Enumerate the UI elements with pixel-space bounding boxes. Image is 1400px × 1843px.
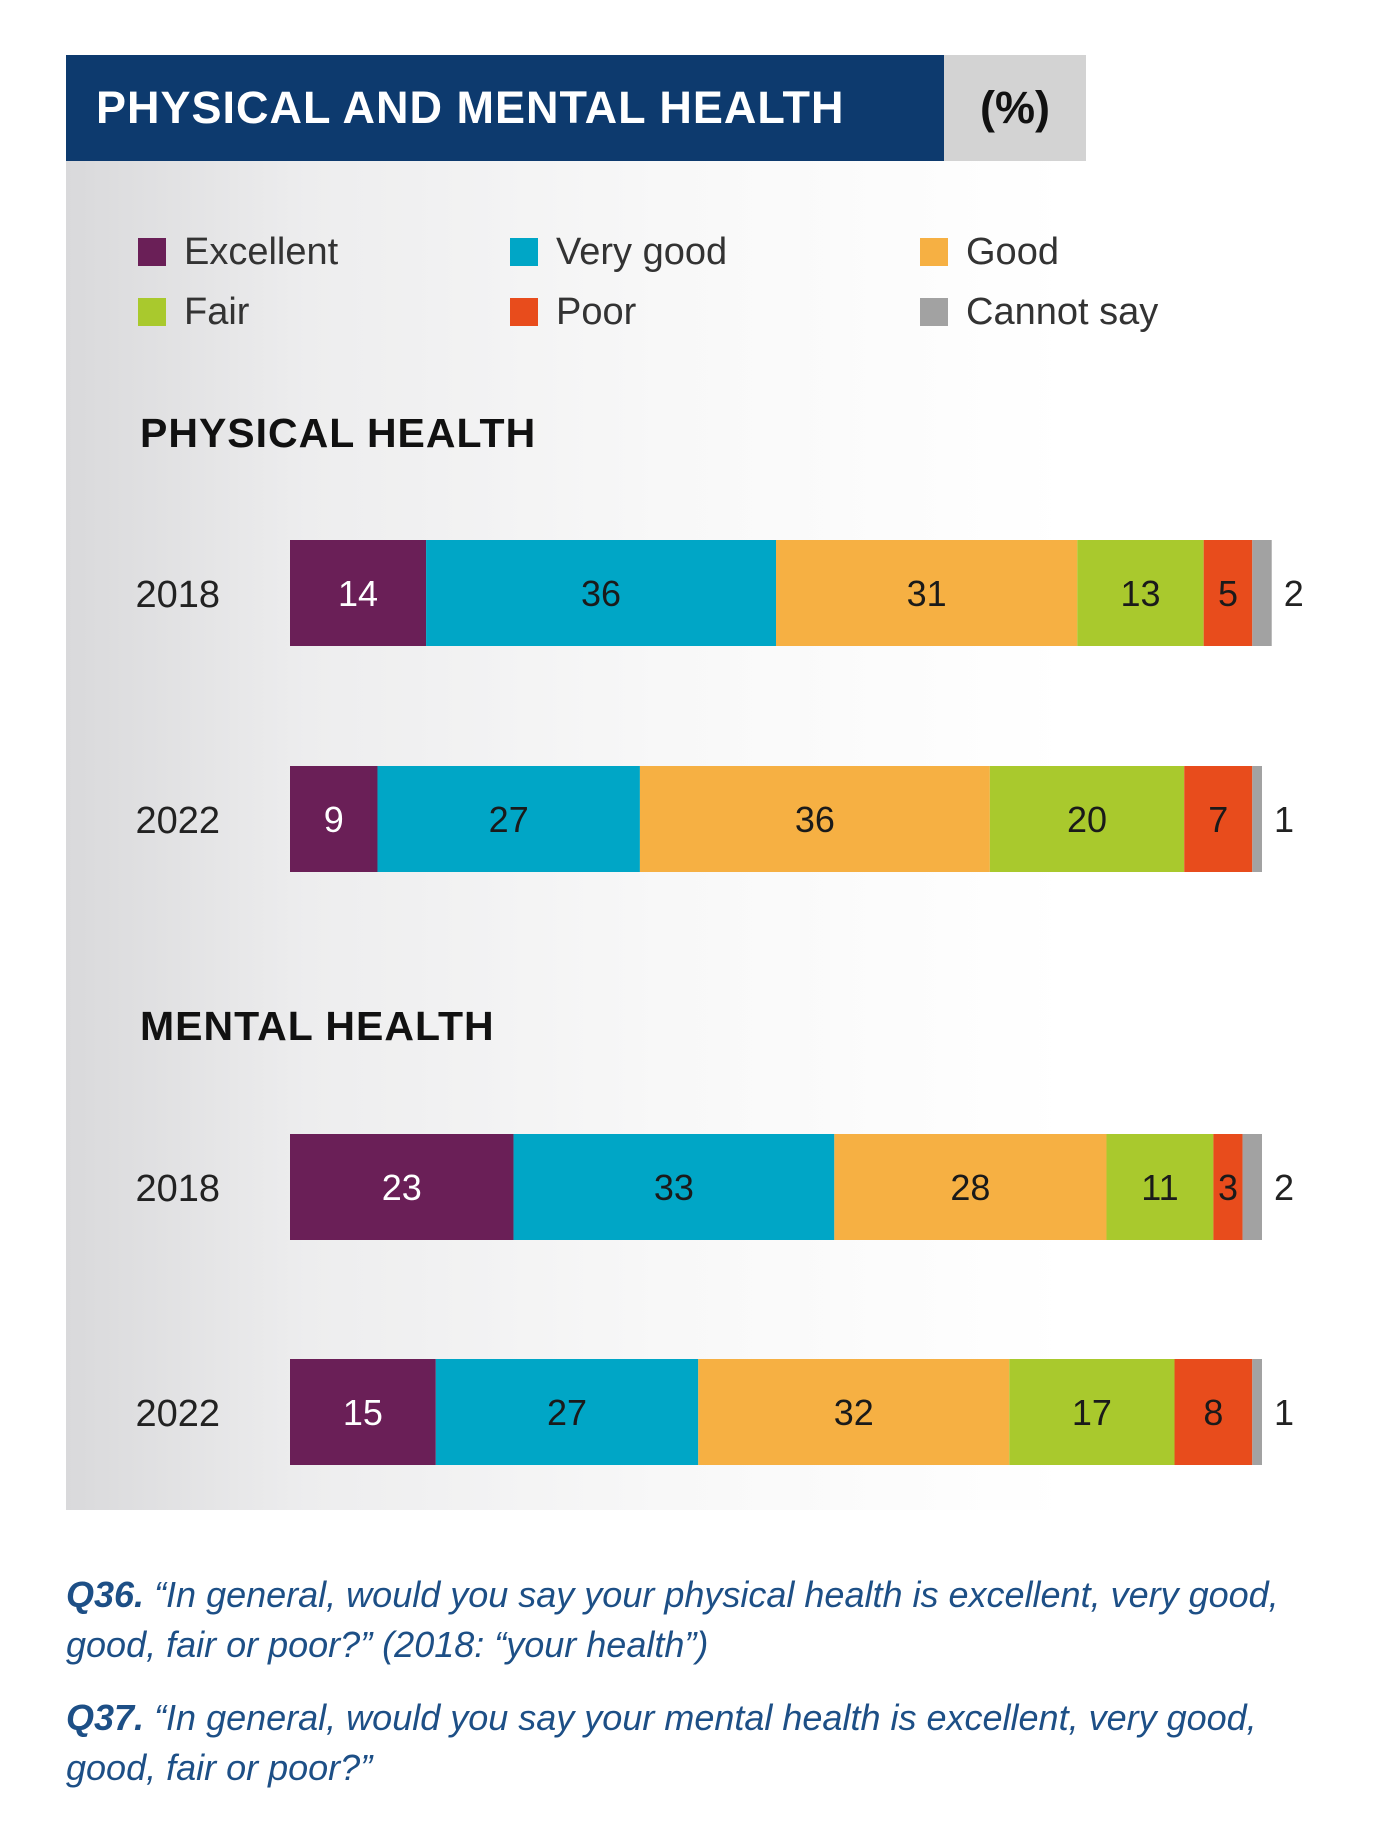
legend-swatch-poor <box>510 298 538 326</box>
data-label-mental-2018-fair: 11 <box>1141 1167 1178 1208</box>
data-label-mental-2018-poor: 3 <box>1218 1167 1238 1208</box>
footnote-q36: Q36. “In general, would you say your phy… <box>66 1570 1356 1670</box>
mental-row-label-2022: 2022 <box>135 1393 220 1435</box>
bar-mental-2018-good <box>834 1134 1107 1240</box>
chart-unit: (%) <box>944 55 1086 161</box>
legend-label-cannot-say: Cannot say <box>966 290 1159 333</box>
physical-row-label-2018: 2018 <box>135 574 220 616</box>
data-label-physical-2022-excellent: 9 <box>324 799 344 840</box>
data-label-mental-2018-cannot-say: 2 <box>1274 1167 1294 1208</box>
legend-label-excellent: Excellent <box>184 230 339 273</box>
data-label-physical-2018-very-good: 36 <box>581 573 621 614</box>
legend-item-poor: Poor <box>510 290 636 334</box>
bar-physical-2018-poor <box>1203 540 1253 646</box>
bar-physical-2018-good <box>776 540 1078 646</box>
legend-label-very-good: Very good <box>556 230 728 273</box>
chart-title-bar: PHYSICAL AND MENTAL HEALTH (%) <box>66 55 1086 161</box>
bar-mental-2022-good <box>698 1359 1010 1465</box>
bar-physical-2022-poor <box>1184 766 1253 872</box>
bar-mental-2018-very-good <box>513 1134 835 1240</box>
legend-item-fair: Fair <box>138 290 249 334</box>
bar-physical-2022-good <box>639 766 990 872</box>
bar-physical-2018-fair <box>1077 540 1204 646</box>
footnote-q37-text: “In general, would you say your mental h… <box>66 1697 1257 1788</box>
bar-mental-2022-excellent <box>290 1359 436 1465</box>
bar-mental-2022-very-good <box>435 1359 699 1465</box>
bar-mental-2018-excellent <box>290 1134 514 1240</box>
legend-swatch-very-good <box>510 238 538 266</box>
bar-mental-2022-fair <box>1009 1359 1175 1465</box>
footnote-q36-number: Q36. <box>66 1574 145 1615</box>
legend-swatch-good <box>920 238 948 266</box>
data-label-physical-2022-cannot-say: 1 <box>1274 799 1294 840</box>
legend-label-poor: Poor <box>556 290 637 333</box>
legend-swatch-fair <box>138 298 166 326</box>
data-label-physical-2018-poor: 5 <box>1218 573 1238 614</box>
section-title-physical: PHYSICAL HEALTH <box>140 410 537 456</box>
bar-physical-2022-fair <box>989 766 1185 872</box>
data-label-mental-2022-fair: 17 <box>1072 1392 1112 1433</box>
bar-physical-2022-cannot-say <box>1252 766 1262 872</box>
data-label-physical-2022-good: 36 <box>795 799 835 840</box>
legend-label-fair: Fair <box>184 290 250 333</box>
legend-item-good: Good <box>920 230 1059 274</box>
data-label-mental-2022-poor: 8 <box>1203 1392 1223 1433</box>
data-label-mental-2022-very-good: 27 <box>547 1392 587 1433</box>
data-label-mental-2022-cannot-say: 1 <box>1274 1392 1294 1433</box>
footnote-q37-number: Q37. <box>66 1697 145 1738</box>
data-label-physical-2022-poor: 7 <box>1208 799 1228 840</box>
physical-row-label-2022: 2022 <box>135 800 220 842</box>
bar-physical-2018-excellent <box>290 540 427 646</box>
data-label-mental-2022-good: 32 <box>834 1392 874 1433</box>
bar-mental-2018-fair <box>1106 1134 1214 1240</box>
data-label-physical-2018-fair: 13 <box>1120 573 1160 614</box>
bar-physical-2018-very-good <box>426 540 776 646</box>
data-label-physical-2018-good: 31 <box>907 573 947 614</box>
footnote-q36-text: “In general, would you say your physical… <box>66 1574 1279 1665</box>
data-label-physical-2018-excellent: 14 <box>338 573 378 614</box>
legend-swatch-excellent <box>138 238 166 266</box>
legend-item-very-good: Very good <box>510 230 727 274</box>
data-label-physical-2022-fair: 20 <box>1067 799 1107 840</box>
data-label-mental-2018-good: 28 <box>950 1167 990 1208</box>
mental-row-label-2018: 2018 <box>135 1168 220 1210</box>
bar-mental-2022-cannot-say <box>1252 1359 1262 1465</box>
bar-physical-2022-excellent <box>290 766 378 872</box>
bar-physical-2018-cannot-say <box>1252 540 1272 646</box>
bar-physical-2022-very-good <box>377 766 640 872</box>
footnote-q37: Q37. “In general, would you say your men… <box>66 1693 1356 1793</box>
legend-swatch-cannot-say <box>920 298 948 326</box>
data-label-physical-2018-cannot-say: 2 <box>1284 573 1304 614</box>
legend-item-excellent: Excellent <box>138 230 338 274</box>
bar-mental-2018-cannot-say <box>1242 1134 1262 1240</box>
bar-mental-2022-poor <box>1174 1359 1253 1465</box>
chart-title: PHYSICAL AND MENTAL HEALTH <box>66 55 944 161</box>
bar-mental-2018-poor <box>1213 1134 1243 1240</box>
data-label-physical-2022-very-good: 27 <box>489 799 529 840</box>
data-label-mental-2018-excellent: 23 <box>382 1167 422 1208</box>
legend: Excellent Very good Good Fair Poor Canno… <box>138 230 1258 360</box>
data-label-mental-2022-excellent: 15 <box>343 1392 383 1433</box>
data-label-mental-2018-very-good: 33 <box>654 1167 694 1208</box>
legend-item-cannot-say: Cannot say <box>920 290 1158 334</box>
section-title-mental: MENTAL HEALTH <box>140 1003 495 1049</box>
legend-label-good: Good <box>966 230 1059 273</box>
